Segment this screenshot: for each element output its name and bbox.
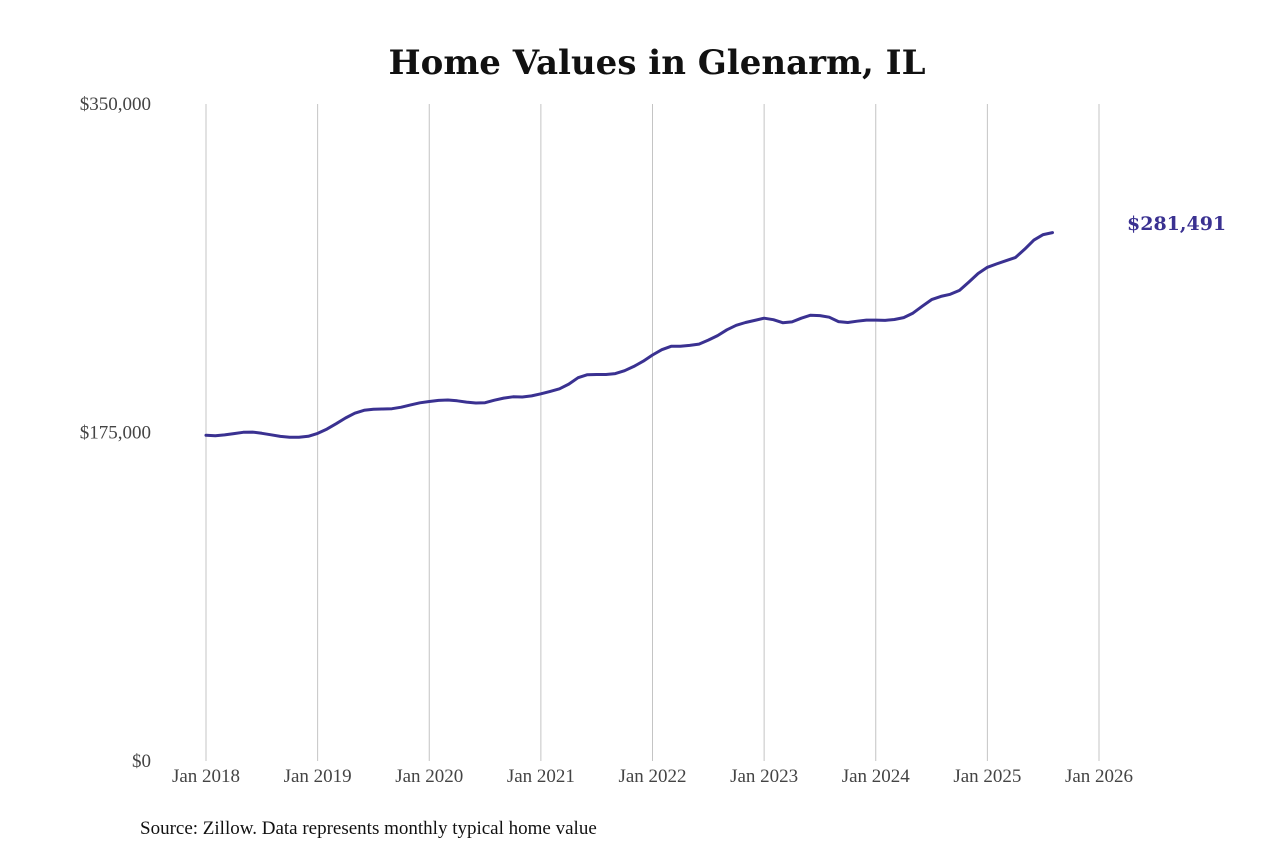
x-tick-label: Jan 2025 [953, 766, 1021, 787]
x-tick-label: Jan 2019 [284, 766, 352, 787]
x-tick-label: Jan 2021 [507, 766, 575, 787]
y-tick-label: $350,000 [80, 94, 151, 115]
y-tick-label: $0 [132, 751, 151, 772]
x-axis: Jan 2018 Jan 2019 Jan 2020 Jan 2021 Jan 2022… [172, 766, 1133, 787]
plot-area [204, 231, 1054, 439]
chart-title: Home Values in Glenarm, IL [389, 43, 926, 83]
y-tick-label: $175,000 [80, 423, 151, 444]
gridlines [205, 104, 1100, 761]
x-tick-label: Jan 2022 [618, 766, 686, 787]
x-tick-label: Jan 2026 [1065, 766, 1133, 787]
y-axis: $350,000 $175,000 $0 [80, 94, 151, 772]
x-tick-label: Jan 2023 [730, 766, 798, 787]
x-tick-label: Jan 2024 [842, 766, 911, 787]
x-tick-label: Jan 2018 [172, 766, 240, 787]
source-note: Source: Zillow. Data represents monthly … [140, 818, 597, 839]
x-tick-label: Jan 2020 [395, 766, 463, 787]
series-line [204, 231, 1054, 439]
end-value-label: $281,491 [1127, 213, 1226, 235]
